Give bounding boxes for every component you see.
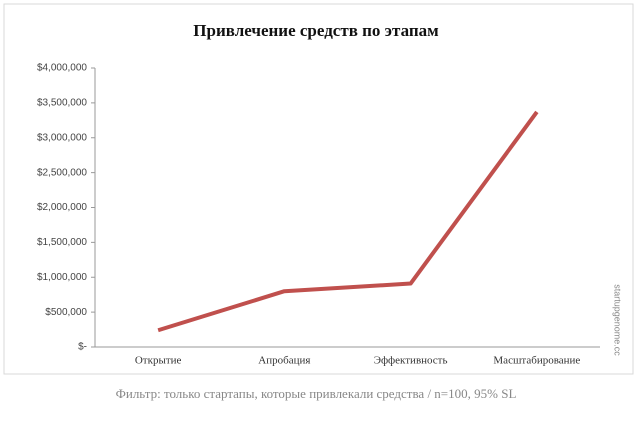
chart-frame — [3, 3, 634, 375]
x-tick-label: Открытие — [135, 355, 182, 367]
y-tick-label: $1,000,000 — [37, 272, 87, 283]
y-tick-label: $4,000,000 — [37, 63, 87, 74]
watermark: startupgenome.cc — [613, 284, 623, 356]
y-tick-label: $500,000 — [45, 307, 87, 318]
y-tick-label: $1,500,000 — [37, 237, 87, 248]
x-tick-label: Апробация — [258, 355, 310, 367]
y-tick-label: $3,000,000 — [37, 132, 87, 143]
x-tick-label: Масштабирование — [493, 355, 580, 367]
line-series — [157, 110, 539, 333]
y-tick-label: $3,500,000 — [37, 98, 87, 109]
y-tick-label: $- — [78, 342, 87, 353]
chart-title: Привлечение средств по этапам — [193, 21, 439, 40]
footnote: Фильтр: только стартапы, которые привлек… — [116, 386, 517, 401]
y-tick-label: $2,500,000 — [37, 167, 87, 178]
y-tick-label: $2,000,000 — [37, 202, 87, 213]
x-tick-label: Эффективность — [374, 355, 448, 367]
